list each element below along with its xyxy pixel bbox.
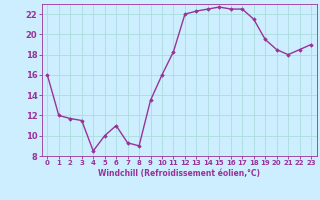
- X-axis label: Windchill (Refroidissement éolien,°C): Windchill (Refroidissement éolien,°C): [98, 169, 260, 178]
